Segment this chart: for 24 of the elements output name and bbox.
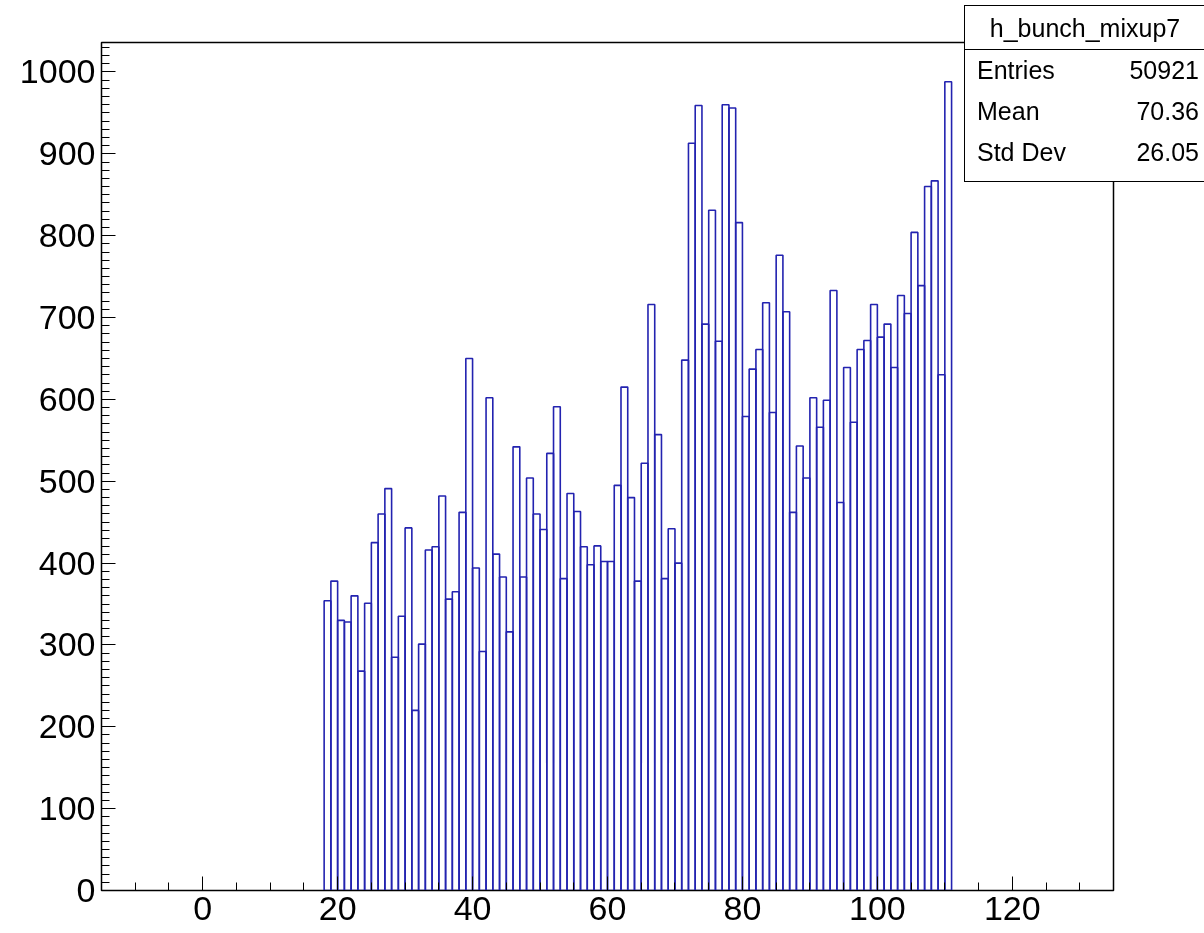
- annotation: Entries: [977, 54, 1055, 86]
- y-tick-label: 100: [38, 789, 96, 828]
- x-tick-label: 80: [723, 888, 762, 927]
- chart-title: h_bunch_mixup7: [965, 6, 1204, 50]
- text: 50921: [1129, 54, 1199, 86]
- y-tick-label: 900: [38, 134, 96, 173]
- x-tick-label: 0: [193, 888, 213, 927]
- x-tick-label: 40: [453, 888, 492, 927]
- x-tick-label: 20: [318, 888, 357, 927]
- text: 26.05: [1136, 136, 1199, 168]
- y-tick-label: 300: [38, 625, 96, 664]
- x-tick-label: 120: [983, 888, 1041, 927]
- annotation: Mean: [977, 95, 1040, 127]
- annotation: Std Dev: [977, 136, 1066, 168]
- y-tick-label: 700: [38, 298, 96, 337]
- y-tick-label: 400: [38, 543, 96, 582]
- x-tick-label: 60: [588, 888, 627, 927]
- x-tick-label: 100: [849, 888, 906, 927]
- y-tick-label: 500: [38, 461, 96, 500]
- text: 70.36: [1136, 95, 1199, 127]
- y-tick-label: 200: [38, 707, 96, 746]
- y-tick-label: 1000: [19, 52, 96, 91]
- y-tick-label: 600: [38, 379, 96, 418]
- y-tick-label: 800: [38, 216, 96, 255]
